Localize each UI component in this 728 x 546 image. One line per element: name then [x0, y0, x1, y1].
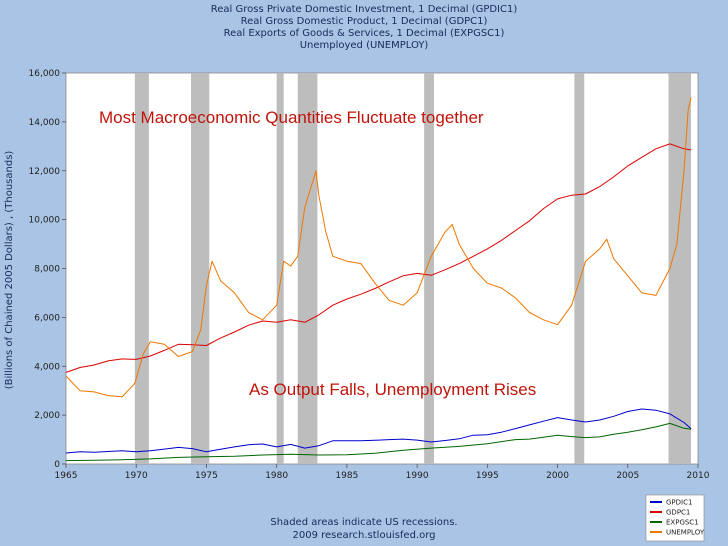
x-tick-label-0: 1965	[55, 471, 78, 481]
legend-label-expgsc1: EXPGSC1	[666, 519, 699, 527]
y-axis: 0 2,000 4,000 6,000 8,000 10,000 12,000 14,000 1…	[29, 69, 66, 470]
x-tick-label-1: 1970	[125, 471, 148, 481]
footer-recessions-note: Shaded areas indicate US recessions.	[270, 517, 457, 528]
footer-source: 2009 research.stlouisfed.org	[292, 530, 435, 541]
y-tick-label-7: 14,000	[29, 118, 61, 128]
x-tick-label-2: 1975	[195, 471, 218, 481]
x-tick-label-6: 1995	[476, 471, 499, 481]
legend: GPDIC1 GDPC1 EXPGSC1 UNEMPLOY	[645, 494, 705, 542]
chart-title: Real Gross Private Domestic Investment, …	[211, 4, 518, 51]
x-tick-label-3: 1980	[265, 471, 288, 481]
recession-band-0	[134, 73, 149, 464]
y-tick-label-8: 16,000	[29, 69, 61, 79]
recession-bands	[134, 73, 691, 464]
x-tick-label-8: 2005	[616, 471, 639, 481]
y-tick-label-5: 10,000	[29, 216, 61, 226]
x-tick-label-7: 2000	[546, 471, 569, 481]
recession-band-6	[668, 73, 691, 464]
series-lines	[65, 97, 692, 462]
x-tick-label-5: 1990	[406, 471, 429, 481]
title-line-0: Real Gross Private Domestic Investment, …	[211, 4, 518, 15]
y-axis-label: (Billions of Chained 2005 Dollars) , (Th…	[4, 151, 15, 390]
annotation-fluctuate: Most Macroeconomic Quantities Fluctuate …	[99, 108, 484, 127]
series-line-gpdic1	[65, 408, 692, 454]
recession-band-5	[574, 73, 585, 464]
series-line-unemploy	[65, 97, 692, 398]
x-tick-label-9: 2010	[687, 471, 710, 481]
series-line-gdpc1	[65, 143, 692, 373]
legend-label-unemploy: UNEMPLOY	[666, 529, 705, 537]
x-axis: 1965 1970 1975 1980 1985 1990 1995 2000 2005 2010	[55, 464, 710, 481]
y-tick-label-1: 2,000	[34, 411, 60, 421]
recession-band-3	[297, 73, 318, 464]
title-line-2: Real Exports of Goods & Services, 1 Deci…	[224, 28, 505, 39]
legend-label-gpdic1: GPDIC1	[666, 499, 692, 507]
recession-band-1	[190, 73, 210, 464]
legend-label-gdpc1: GDPC1	[666, 509, 690, 517]
annotation-unemployment: As Output Falls, Unemployment Rises	[249, 380, 536, 399]
y-tick-label-4: 8,000	[34, 265, 60, 275]
y-tick-label-0: 0	[54, 460, 60, 470]
y-tick-label-2: 4,000	[34, 362, 60, 372]
y-tick-label-6: 12,000	[29, 167, 61, 177]
recession-band-4	[424, 73, 434, 464]
plot-area	[65, 72, 699, 465]
x-tick-label-4: 1985	[335, 471, 358, 481]
title-line-3: Unemployed (UNEMPLOY)	[300, 40, 429, 51]
title-line-1: Real Gross Domestic Product, 1 Decimal (…	[241, 16, 488, 27]
y-tick-label-3: 6,000	[34, 313, 60, 323]
series-line-expgsc1	[65, 422, 692, 462]
recession-band-2	[276, 73, 284, 464]
